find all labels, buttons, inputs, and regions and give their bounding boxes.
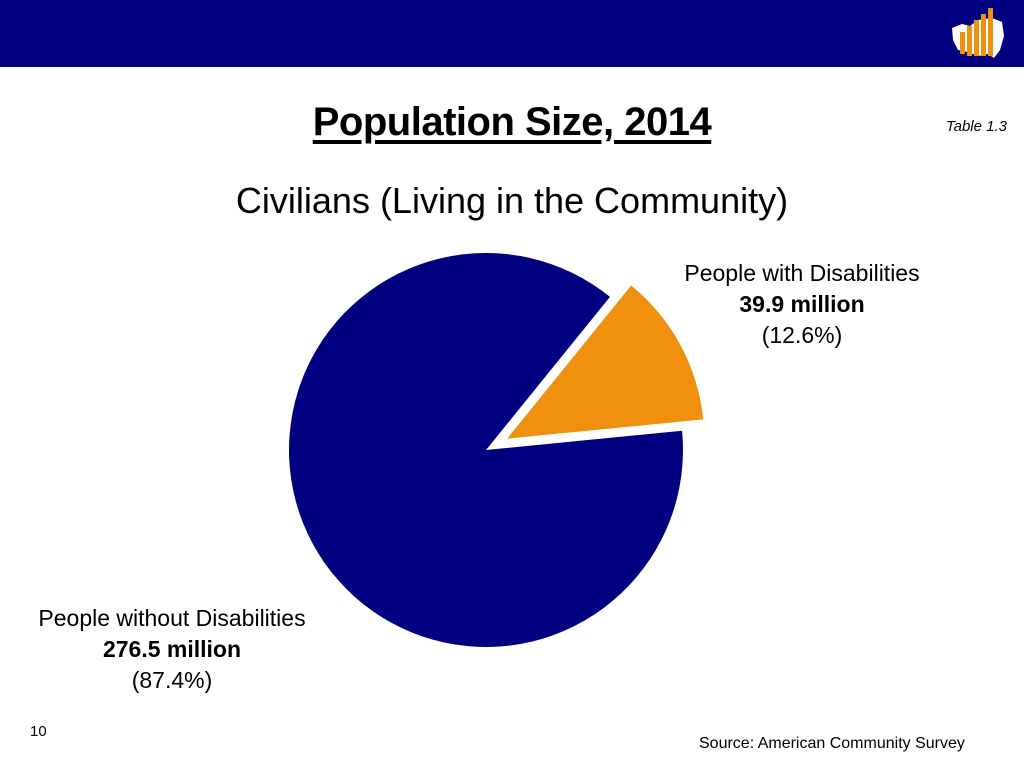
label-without-disabilities: People without Disabilities 276.5 millio… xyxy=(12,603,332,696)
label-without-disabilities-percent: (87.4%) xyxy=(131,667,213,693)
page-title: Population Size, 2014 xyxy=(312,100,712,144)
label-with-disabilities-value: 39.9 million xyxy=(739,291,865,317)
header-bar xyxy=(0,0,1024,67)
label-with-disabilities: People with Disabilities 39.9 million (1… xyxy=(668,258,936,351)
label-with-disabilities-percent: (12.6%) xyxy=(761,322,843,348)
pie-slice-with-disabilities xyxy=(507,285,704,439)
chart-subtitle: Civilians (Living in the Community) xyxy=(235,180,789,221)
label-with-disabilities-name: People with Disabilities xyxy=(684,260,920,286)
census-logo-icon xyxy=(952,8,1004,58)
table-reference: Table 1.3 xyxy=(945,118,1007,135)
pie-slice-without-disabilities xyxy=(288,253,683,648)
source-note: Source: American Community Survey xyxy=(699,735,965,752)
label-without-disabilities-value: 276.5 million xyxy=(102,636,242,662)
label-without-disabilities-name: People without Disabilities xyxy=(38,605,306,631)
page-number: 10 xyxy=(30,723,47,740)
